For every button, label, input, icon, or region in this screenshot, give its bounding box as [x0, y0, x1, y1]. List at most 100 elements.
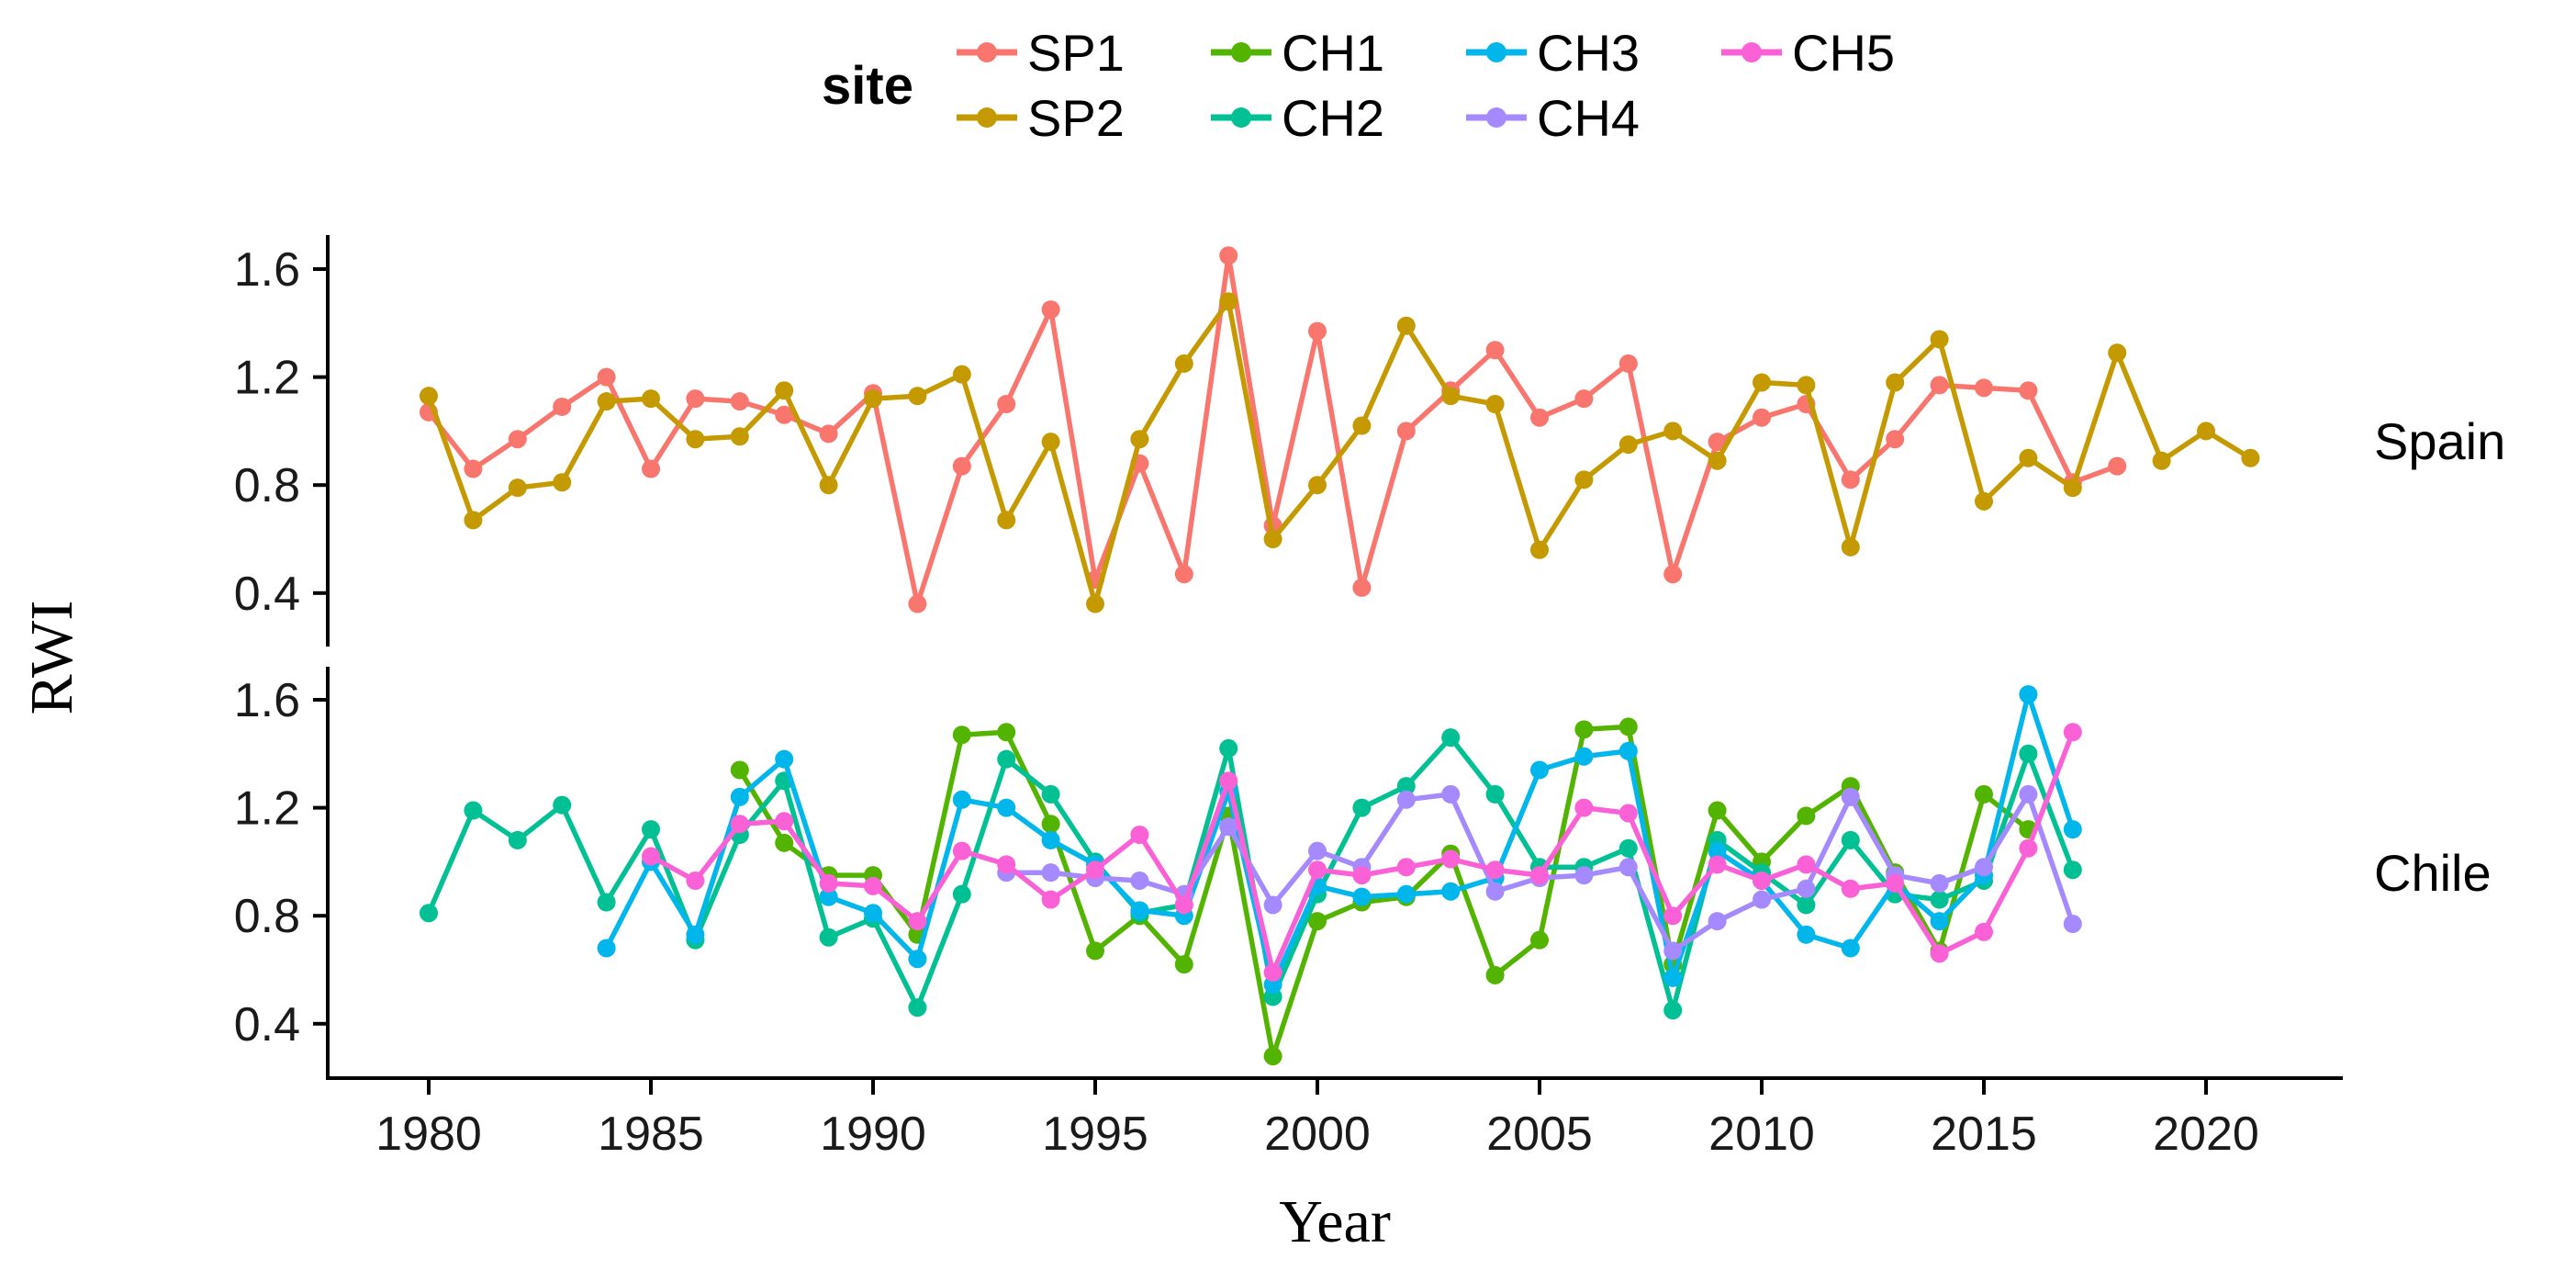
legend-entry-CH4[interactable]: CH4: [1466, 89, 1640, 147]
data-point-CH5-1996: [1130, 826, 1149, 844]
data-point-CH3-2005: [1530, 760, 1549, 780]
data-point-SP2-1996: [1130, 430, 1149, 449]
data-point-CH2-2017: [2063, 860, 2082, 880]
legend-entry-CH1[interactable]: CH1: [1211, 24, 1384, 82]
data-point-SP2-2009: [1708, 451, 1727, 470]
data-point-CH1-1995: [1086, 941, 1104, 961]
x-tick-label: 1990: [820, 1108, 926, 1161]
data-point-CH5-1993: [997, 855, 1016, 874]
facet-panels: 1.6 1.2 0.8 0.4 1.6 1.2 0.8 0.4 1980 1985 1990 1995…: [234, 235, 2505, 1161]
data-point-CH2-1994: [1041, 784, 1060, 804]
data-point-CH5-2002: [1396, 858, 1416, 877]
legend-entry-CH2[interactable]: CH2: [1211, 89, 1384, 147]
data-point-CH2-1981: [464, 801, 483, 820]
data-point-CH5-1987: [730, 815, 749, 834]
legend-key-point-CH1: [1231, 42, 1251, 62]
data-point-SP2-1991: [908, 387, 927, 406]
x-axis-title: Year: [1279, 1188, 1391, 1255]
data-point-CH4-2015: [1975, 858, 1993, 877]
data-point-CH5-2005: [1530, 866, 1549, 885]
data-point-CH2-2007: [1618, 838, 1638, 858]
data-point-CH3-1991: [908, 950, 927, 969]
legend-entry-SP1[interactable]: SP1: [957, 24, 1125, 82]
data-point-CH2-1983: [553, 795, 572, 815]
legend-key-point-CH2: [1231, 107, 1251, 128]
data-point-CH3-2002: [1396, 884, 1416, 904]
data-point-SP1-1987: [730, 392, 749, 411]
data-point-CH2-2001: [1352, 798, 1372, 817]
data-point-SP1-2008: [1663, 565, 1683, 584]
legend-entry-SP2[interactable]: SP2: [957, 89, 1125, 147]
legend-title: site: [822, 56, 913, 116]
data-point-CH1-1994: [1041, 815, 1060, 834]
data-point-CH1-1999: [1263, 1047, 1282, 1066]
data-point-CH5-1999: [1263, 962, 1282, 982]
data-point-SP2-1987: [730, 427, 749, 446]
data-point-SP1-1997: [1174, 565, 1193, 584]
data-point-SP2-1980: [420, 387, 438, 406]
data-point-CH5-2014: [1930, 944, 1949, 963]
data-point-CH5-1986: [686, 871, 705, 890]
data-point-SP2-1995: [1086, 594, 1104, 613]
data-point-SP2-1999: [1263, 530, 1282, 548]
x-tick-label: 2015: [1931, 1108, 2037, 1161]
data-point-SP2-2008: [1663, 422, 1683, 441]
data-point-SP2-2003: [1441, 387, 1461, 406]
data-point-SP2-1992: [952, 365, 971, 384]
data-point-SP2-2006: [1574, 470, 1594, 489]
data-point-SP2-1989: [819, 476, 838, 495]
data-point-SP1-2013: [1886, 430, 1905, 449]
data-point-SP2-2001: [1352, 416, 1372, 435]
data-point-SP1-2010: [1753, 408, 1771, 427]
data-point-SP2-2019: [2152, 451, 2171, 470]
data-point-CH4-2000: [1308, 841, 1327, 860]
data-point-CH5-2017: [2063, 723, 2082, 742]
data-point-SP2-2012: [1841, 537, 1860, 557]
data-point-SP2-1984: [597, 392, 616, 411]
data-point-SP2-2004: [1485, 395, 1505, 413]
x-tick-label: 2020: [2153, 1108, 2259, 1161]
data-point-CH4-1996: [1130, 871, 1149, 890]
data-point-SP2-2017: [2063, 478, 2082, 498]
data-point-SP1-2000: [1308, 321, 1327, 341]
data-point-CH5-2001: [1352, 866, 1372, 885]
data-point-CH4-2011: [1797, 879, 1816, 898]
data-point-CH4-2003: [1441, 784, 1461, 804]
data-point-CH5-1998: [1219, 771, 1238, 791]
data-point-CH4-2004: [1485, 882, 1505, 901]
legend-entry-CH5[interactable]: CH5: [1721, 24, 1895, 82]
data-point-SP1-2006: [1574, 389, 1594, 409]
data-point-CH1-1988: [775, 833, 794, 852]
data-point-CH1-2009: [1708, 801, 1727, 820]
data-point-CH4-1998: [1219, 817, 1238, 837]
data-point-SP1-1998: [1219, 246, 1238, 265]
data-point-CH4-2007: [1618, 858, 1638, 877]
chart-legend: site SP1 SP2 CH1 CH2 CH3 CH4 CH5: [822, 24, 1895, 147]
data-point-SP2-2018: [2108, 343, 2127, 363]
legend-key-point-SP2: [977, 107, 997, 128]
data-point-SP2-2002: [1396, 316, 1416, 335]
legend-entry-CH3[interactable]: CH3: [1466, 24, 1640, 82]
data-point-SP2-1998: [1219, 292, 1238, 311]
data-point-SP1-2005: [1530, 408, 1549, 427]
data-point-SP1-1985: [642, 459, 660, 478]
data-point-SP1-2004: [1485, 341, 1505, 360]
data-point-CH2-1992: [952, 884, 971, 904]
data-point-CH4-2006: [1574, 866, 1594, 885]
data-point-CH3-1984: [597, 939, 616, 958]
data-point-SP1-1982: [508, 430, 527, 449]
data-point-CH1-1987: [730, 760, 749, 780]
data-point-SP2-1997: [1174, 354, 1193, 373]
data-point-CH5-1992: [952, 841, 971, 860]
data-point-SP1-1983: [553, 397, 572, 416]
y-tick-label: 1.6: [234, 674, 300, 727]
data-point-CH1-2000: [1308, 912, 1327, 931]
data-point-CH3-2006: [1574, 747, 1594, 766]
data-point-CH5-2000: [1308, 860, 1327, 880]
data-point-SP2-1986: [686, 430, 705, 449]
series-line-CH3: [604, 692, 2076, 987]
data-point-CH5-1997: [1174, 895, 1193, 915]
data-point-SP1-2007: [1618, 354, 1638, 373]
x-tick-label: 1985: [598, 1108, 704, 1161]
data-point-CH2-1980: [420, 904, 438, 923]
